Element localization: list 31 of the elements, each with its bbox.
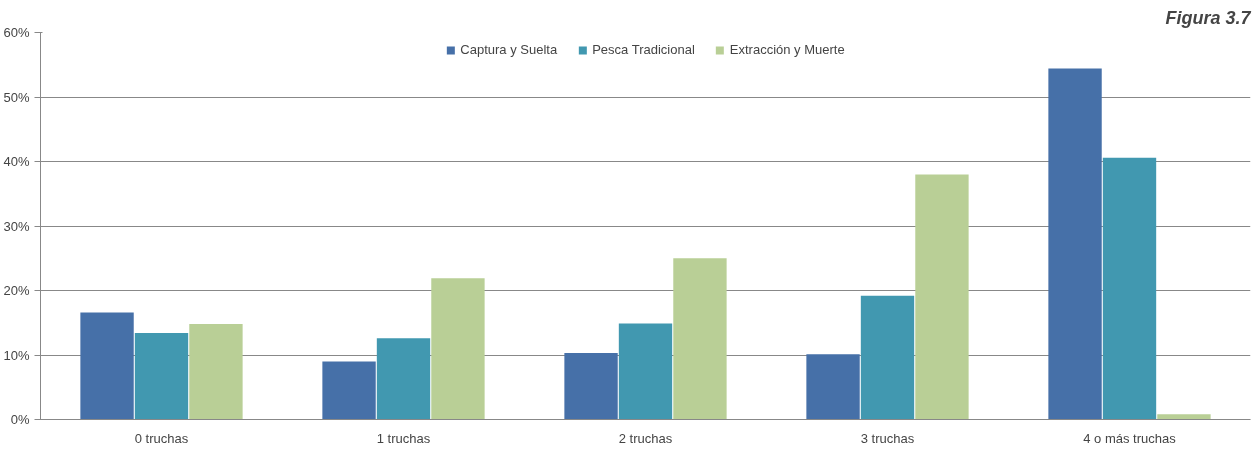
x-tick-label: 3 truchas [860,430,915,446]
x-tick-label: 0 truchas [134,430,189,446]
legend-label: Captura y Suelta [460,42,558,57]
y-tick-label: 50% [3,89,30,105]
bar [564,353,618,420]
legend-label: Extracción y Muerte [729,42,845,57]
y-tick-label: 20% [3,283,30,298]
bar [915,174,969,420]
y-tick-label: 60% [3,25,30,40]
bar [673,258,727,420]
x-tick-label: 1 truchas [376,430,431,446]
x-tick-label: 2 truchas [618,430,673,446]
y-tick-label: 40% [3,154,30,169]
bar [80,312,134,420]
bar [431,278,485,420]
y-tick-label: 30% [3,218,30,234]
bar [1157,414,1211,420]
bar [806,354,860,420]
bar [1102,157,1157,420]
chart-title: Figura 3.7 [1165,7,1252,28]
bar [322,361,376,420]
y-tick-label: 10% [3,347,30,363]
y-tick-label: 0% [10,412,30,427]
bar [189,324,243,420]
bar [618,323,673,420]
bar [134,333,189,420]
bar [860,295,915,420]
bar [376,338,431,420]
legend-label: Pesca Tradicional [592,42,695,57]
x-tick-label: 4 o más truchas [1083,430,1177,446]
bar [1048,68,1102,420]
